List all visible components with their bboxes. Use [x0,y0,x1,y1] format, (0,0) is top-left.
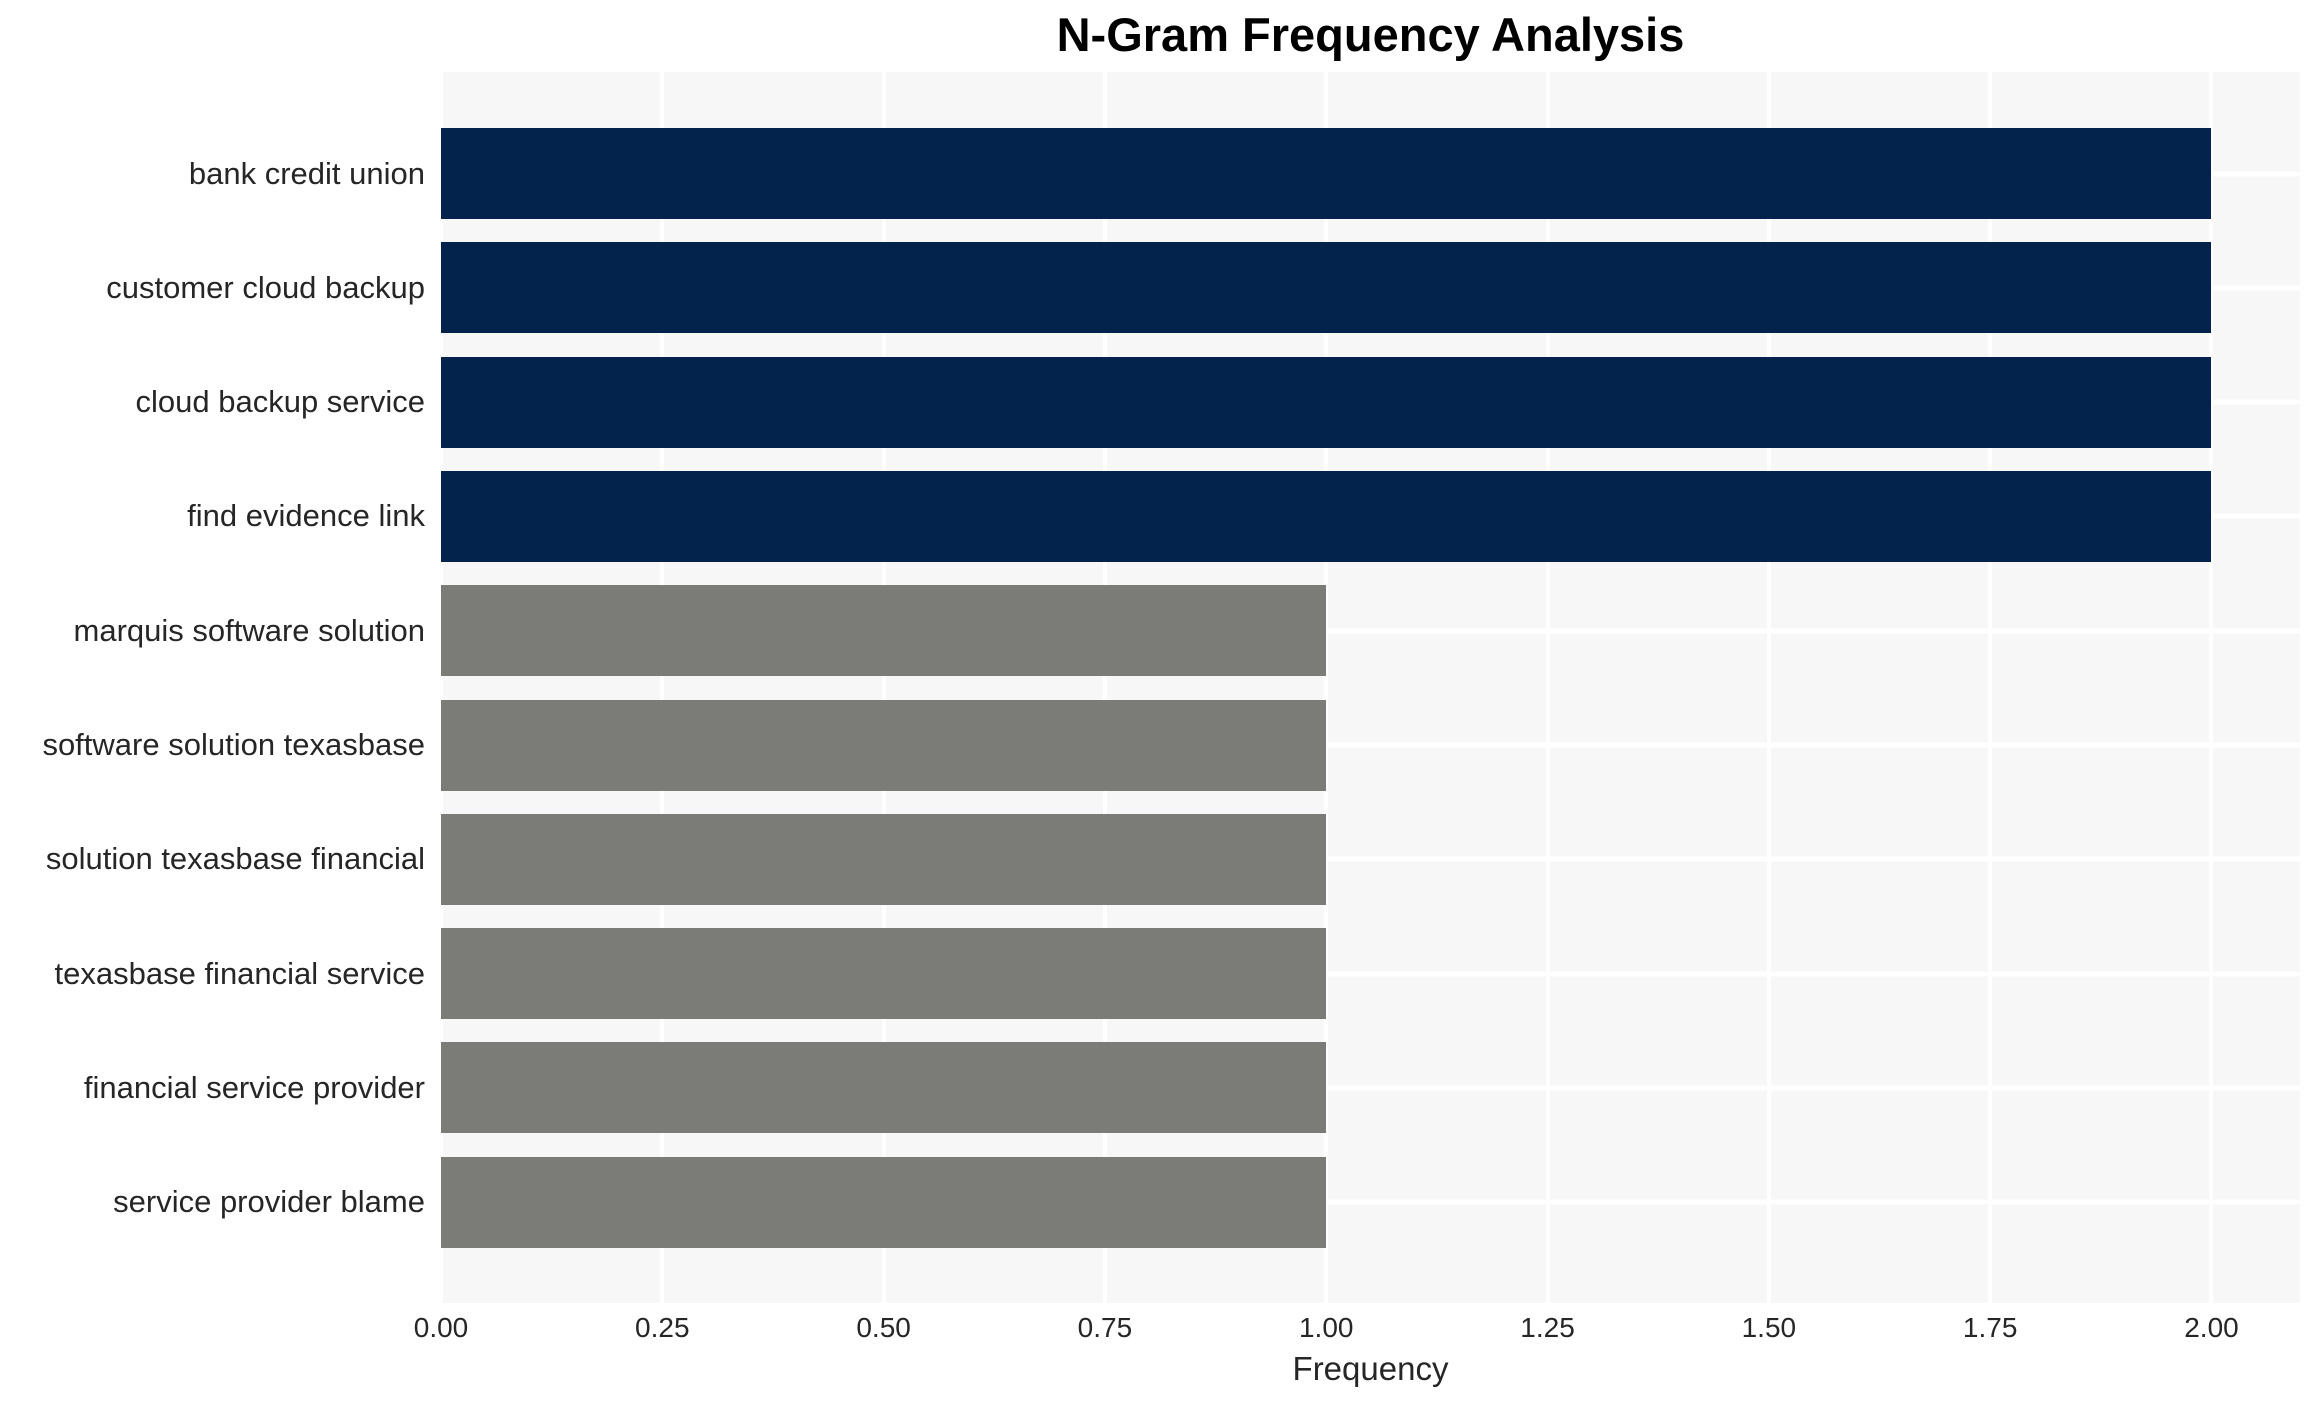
x-tick-label: 0.25 [635,1312,690,1343]
gridline-vertical [2209,72,2214,1303]
bar [441,928,1327,1020]
x-tick-label: 0.00 [413,1312,469,1343]
x-axis-title: Frequency [1292,1350,1449,1387]
bar [441,128,2212,219]
chart-title: N-Gram Frequency Analysis [1056,8,1685,61]
bar [441,470,2212,562]
category-label: cloud backup service [135,384,426,420]
gridline-horizontal [441,1085,2300,1091]
x-tick-label: 2.00 [2184,1312,2239,1343]
category-label: solution texasbase financial [45,841,425,877]
gridline-vertical [1766,72,1771,1303]
gridline-vertical [660,72,665,1303]
category-label: marquis software solution [73,612,426,648]
gridline-vertical [1324,72,1329,1303]
gridline-horizontal [441,628,2300,634]
gridline-vertical [1988,72,1993,1303]
x-tick-label: 0.75 [1077,1312,1133,1343]
bar [441,1156,1327,1248]
category-label: texasbase financial service [54,955,425,991]
bar [441,585,1327,677]
plot-area [439,72,2300,1303]
gridline-vertical [1545,72,1550,1303]
category-label: customer cloud backup [106,269,425,305]
x-tick-label: 1.50 [1741,1312,1797,1343]
x-tick-label: 1.00 [1298,1312,1354,1343]
gridline-horizontal [441,742,2300,748]
x-tick-label: 0.50 [856,1312,911,1343]
gridline-vertical [1102,72,1107,1303]
x-tick-label: 1.25 [1520,1312,1575,1343]
x-tick-label: 1.75 [1962,1312,2018,1343]
bar [441,1042,1327,1134]
bar [441,699,1327,791]
category-label: bank credit union [188,155,425,191]
category-label: financial service provider [83,1069,425,1105]
category-label: software solution texasbase [42,727,425,762]
gridline-vertical [881,72,886,1303]
category-label: find evidence link [187,498,425,534]
category-label: service provider blame [113,1184,425,1220]
gridline-vertical [439,72,443,1303]
bar [441,242,2212,334]
bar [441,356,2212,448]
bar [441,813,1327,905]
gridline-horizontal [441,856,2300,862]
gridline-horizontal [441,971,2300,977]
gridline-horizontal [441,1199,2300,1205]
